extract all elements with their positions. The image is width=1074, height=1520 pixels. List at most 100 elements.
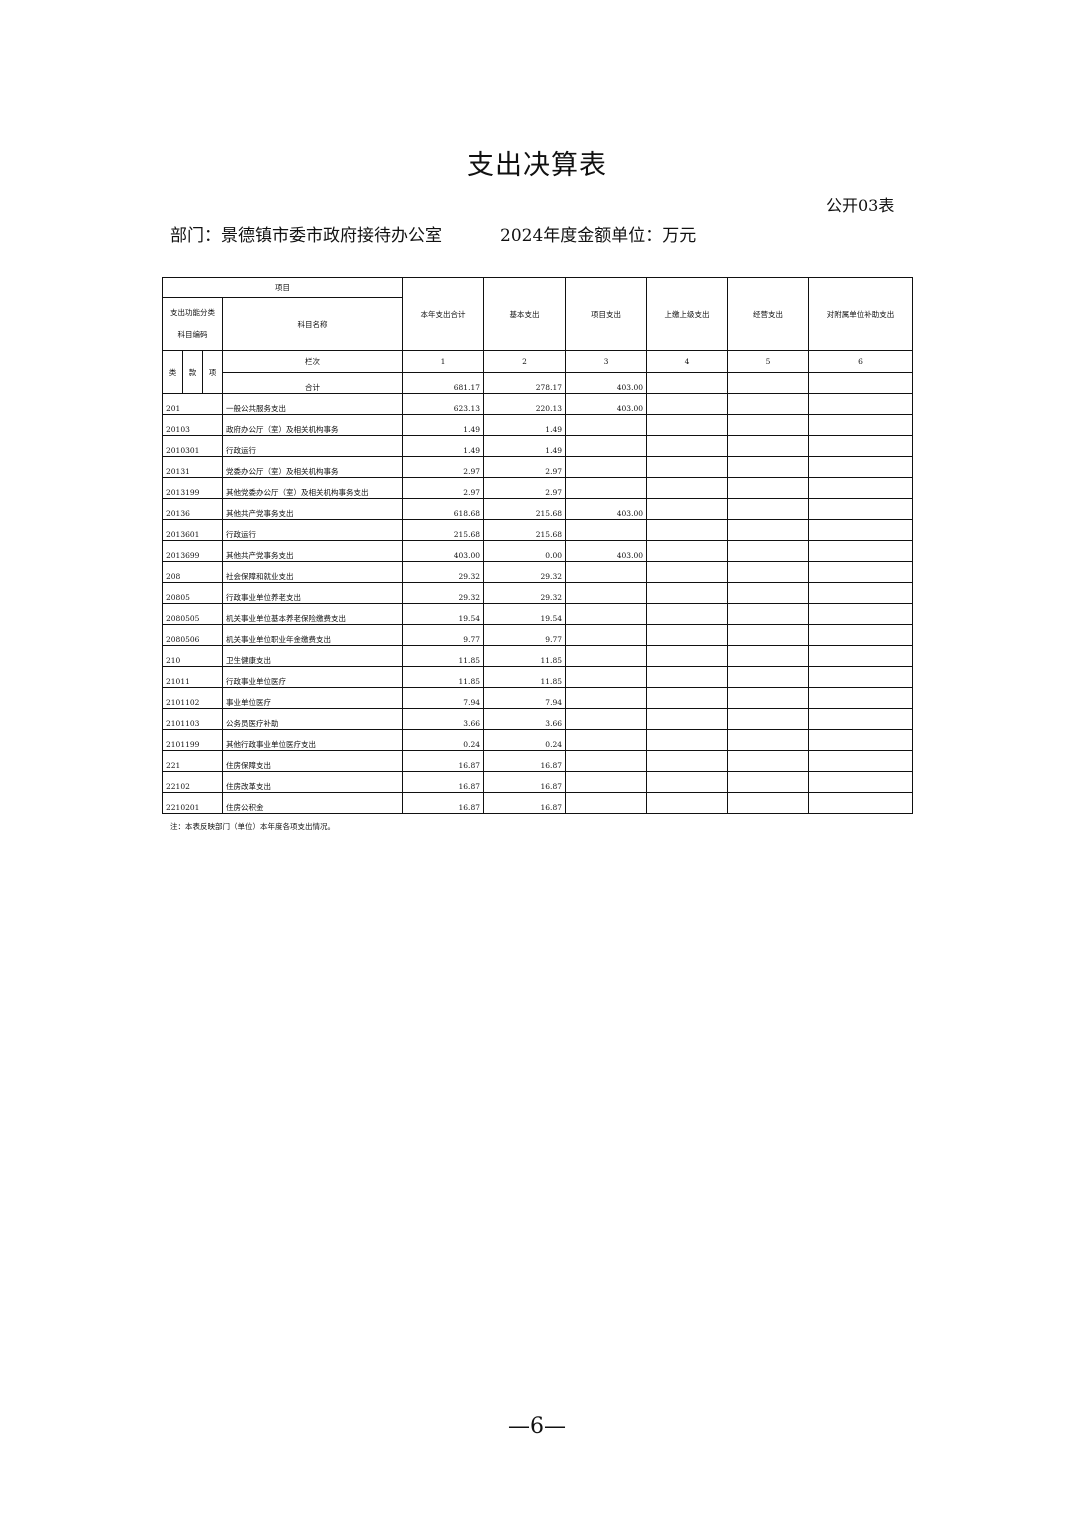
header-kuan: 款 [182, 350, 203, 394]
row-value: 3.66 [402, 708, 484, 730]
page-number: —6— [508, 1414, 566, 1439]
row-value: 618.68 [402, 498, 484, 520]
row-name: 行政事业单位医疗 [222, 666, 403, 688]
row-name: 住房改革支出 [222, 771, 403, 793]
row-value [808, 645, 913, 667]
row-value: 403.00 [565, 393, 647, 415]
header-xiang: 项 [202, 350, 223, 394]
table-row: 2080505 机关事业单位基本养老保险缴费支出 19.54 19.54 [162, 603, 913, 625]
row-value [727, 708, 809, 730]
row-value [808, 750, 913, 772]
row-value [727, 414, 809, 436]
row-value [808, 393, 913, 415]
row-code: 20131 [162, 456, 223, 478]
row-value [565, 603, 647, 625]
row-value [646, 624, 728, 646]
table-note: 注：本表反映部门（单位）本年度各项支出情况。 [170, 822, 335, 831]
row-value [646, 414, 728, 436]
row-value: 16.87 [483, 771, 566, 793]
row-value [727, 519, 809, 541]
row-value [646, 708, 728, 730]
table-row: 2101199 其他行政事业单位医疗支出 0.24 0.24 [162, 729, 913, 751]
row-code: 208 [162, 561, 223, 583]
row-code: 2101102 [162, 687, 223, 709]
row-name: 机关事业单位职业年金缴费支出 [222, 624, 403, 646]
row-value: 403.00 [565, 540, 647, 562]
row-value [646, 645, 728, 667]
table-row: 2013601 行政运行 215.68 215.68 [162, 519, 913, 541]
header-col-index: 栏次 [222, 350, 403, 373]
table-row: 20103 政府办公厅（室）及相关机构事务 1.49 1.49 [162, 414, 913, 436]
row-value [565, 771, 647, 793]
row-name: 政府办公厅（室）及相关机构事务 [222, 414, 403, 436]
row-value [808, 792, 913, 814]
unit-label: 2024年度金额单位：万元 [500, 226, 697, 246]
table-row: 2101103 公务员医疗补助 3.66 3.66 [162, 708, 913, 730]
row-value [646, 582, 728, 604]
row-value [646, 750, 728, 772]
row-value: 2.97 [483, 477, 566, 499]
row-value: 29.32 [402, 582, 484, 604]
row-value [727, 771, 809, 793]
row-code: 2013699 [162, 540, 223, 562]
row-code: 2010301 [162, 435, 223, 457]
row-code: 2080505 [162, 603, 223, 625]
table-container: 项目 本年支出合计 基本支出 项目支出 上缴上级支出 经营支出 对附属单位补助支… [162, 277, 913, 832]
row-code: 2101103 [162, 708, 223, 730]
row-value [808, 540, 913, 562]
table-row: 201 一般公共服务支出 623.13 220.13 403.00 [162, 393, 913, 415]
row-value [727, 435, 809, 457]
row-value [565, 624, 647, 646]
row-value [565, 687, 647, 709]
header-col-2: 基本支出 [483, 277, 566, 351]
header-col-4: 上缴上级支出 [646, 277, 728, 351]
row-value: 19.54 [483, 603, 566, 625]
row-value: 2.97 [402, 477, 484, 499]
row-value [565, 645, 647, 667]
row-value [808, 624, 913, 646]
row-value [565, 414, 647, 436]
row-value: 1.49 [402, 414, 484, 436]
page-title: 支出决算表 [467, 150, 607, 181]
table-row: 2080506 机关事业单位职业年金缴费支出 9.77 9.77 [162, 624, 913, 646]
row-value: 403.00 [402, 540, 484, 562]
table-row: 20136 其他共产党事务支出 618.68 215.68 403.00 [162, 498, 913, 520]
row-value: 9.77 [402, 624, 484, 646]
table-row: 2101102 事业单位医疗 7.94 7.94 [162, 687, 913, 709]
department: 部门：景德镇市委市政府接待办公室 [170, 226, 442, 246]
row-value [727, 750, 809, 772]
row-name: 公务员医疗补助 [222, 708, 403, 730]
row-value [565, 750, 647, 772]
row-value [808, 687, 913, 709]
row-value: 220.13 [483, 393, 566, 415]
row-value [727, 477, 809, 499]
row-name: 机关事业单位基本养老保险缴费支出 [222, 603, 403, 625]
total-value: 278.17 [483, 372, 566, 394]
row-value: 16.87 [402, 771, 484, 793]
row-value [646, 456, 728, 478]
row-value [727, 792, 809, 814]
table-row: 21011 行政事业单位医疗 11.85 11.85 [162, 666, 913, 688]
header-col-1: 本年支出合计 [402, 277, 484, 351]
header-col-5: 经营支出 [727, 277, 809, 351]
row-value [646, 603, 728, 625]
row-value [727, 624, 809, 646]
row-value: 29.32 [402, 561, 484, 583]
row-code: 20136 [162, 498, 223, 520]
table-row: 2013199 其他党委办公厅（室）及相关机构事务支出 2.97 2.97 [162, 477, 913, 499]
row-value: 403.00 [565, 498, 647, 520]
row-value [808, 414, 913, 436]
row-value: 623.13 [402, 393, 484, 415]
row-name: 社会保障和就业支出 [222, 561, 403, 583]
row-value [565, 456, 647, 478]
row-value: 0.24 [483, 729, 566, 751]
row-value [808, 666, 913, 688]
row-value: 0.00 [483, 540, 566, 562]
row-value [808, 771, 913, 793]
col-number: 6 [808, 350, 913, 373]
table-row: 2013699 其他共产党事务支出 403.00 0.00 403.00 [162, 540, 913, 562]
row-value [727, 540, 809, 562]
row-name: 其他共产党事务支出 [222, 540, 403, 562]
row-value [646, 540, 728, 562]
